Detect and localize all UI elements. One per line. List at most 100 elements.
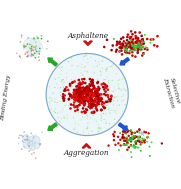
Point xyxy=(136,130,139,133)
Point xyxy=(93,110,96,113)
Point xyxy=(129,139,132,142)
Point xyxy=(101,103,104,106)
Point xyxy=(68,97,70,100)
Point xyxy=(64,88,66,91)
Point xyxy=(98,63,101,66)
Point xyxy=(89,77,92,80)
Point xyxy=(80,91,83,94)
Point xyxy=(68,92,71,95)
Point xyxy=(72,95,75,98)
Point xyxy=(125,47,128,50)
Point xyxy=(77,111,80,114)
Point xyxy=(27,36,30,40)
Point xyxy=(67,104,70,107)
Point xyxy=(81,81,84,84)
Point xyxy=(69,95,72,98)
Point xyxy=(23,131,26,134)
Point xyxy=(52,109,54,112)
Point xyxy=(75,85,78,88)
Point xyxy=(36,37,39,40)
Point xyxy=(127,139,130,142)
Point xyxy=(94,91,97,94)
Point xyxy=(79,65,81,68)
Point xyxy=(73,89,76,92)
Point xyxy=(60,69,63,72)
Point xyxy=(31,50,34,53)
Point xyxy=(54,77,56,80)
Point xyxy=(63,89,66,92)
Point xyxy=(65,90,68,93)
Point xyxy=(106,88,109,91)
Point xyxy=(119,132,122,135)
Point xyxy=(56,101,59,104)
Point xyxy=(30,49,33,52)
Point xyxy=(121,92,124,95)
Point xyxy=(113,85,115,88)
Point xyxy=(31,144,34,147)
Point xyxy=(89,89,92,92)
Point xyxy=(67,121,70,124)
Point xyxy=(143,139,146,142)
Point xyxy=(69,84,71,87)
Point xyxy=(115,50,117,53)
Point xyxy=(94,59,97,62)
Point xyxy=(119,43,122,46)
Point xyxy=(34,56,37,59)
Point xyxy=(78,84,81,88)
Point xyxy=(83,104,86,107)
Point xyxy=(90,92,93,95)
Point xyxy=(104,68,107,71)
Point xyxy=(83,102,85,105)
Point xyxy=(103,107,106,110)
Point xyxy=(82,83,85,86)
Point xyxy=(39,143,42,146)
Point xyxy=(78,104,81,107)
Point xyxy=(85,87,88,90)
Point xyxy=(27,144,30,147)
Point xyxy=(95,104,98,107)
Point xyxy=(75,97,78,100)
Point xyxy=(105,68,108,71)
Point xyxy=(34,156,37,160)
Point xyxy=(116,82,119,85)
Circle shape xyxy=(24,45,34,55)
Point xyxy=(118,50,121,53)
Point xyxy=(76,55,79,58)
Point xyxy=(72,72,75,75)
Point xyxy=(121,109,124,112)
Point xyxy=(78,87,81,90)
Point xyxy=(92,92,94,95)
Point xyxy=(100,99,102,102)
Point xyxy=(128,139,131,142)
Point xyxy=(124,144,127,147)
Point xyxy=(38,59,41,62)
Point xyxy=(123,87,126,90)
Point xyxy=(107,86,110,89)
Point xyxy=(142,52,145,55)
Point xyxy=(139,143,142,146)
Point xyxy=(90,121,93,124)
Point xyxy=(100,119,103,122)
Point xyxy=(136,45,139,48)
Point xyxy=(134,135,137,138)
Point xyxy=(74,109,77,112)
Point xyxy=(122,144,125,147)
Point xyxy=(101,94,104,97)
Point xyxy=(143,141,146,144)
Point xyxy=(104,94,107,97)
Point xyxy=(76,98,79,101)
Point xyxy=(135,40,138,43)
Point xyxy=(32,46,35,49)
Point xyxy=(87,94,90,97)
Point xyxy=(77,92,80,95)
Point xyxy=(69,93,72,96)
Point xyxy=(84,97,87,100)
Point xyxy=(91,94,94,97)
Point xyxy=(90,95,93,98)
Point xyxy=(96,123,99,126)
Point xyxy=(83,66,86,69)
Point xyxy=(86,91,89,94)
Point xyxy=(91,95,94,98)
Point xyxy=(94,91,97,94)
Point xyxy=(133,136,136,139)
